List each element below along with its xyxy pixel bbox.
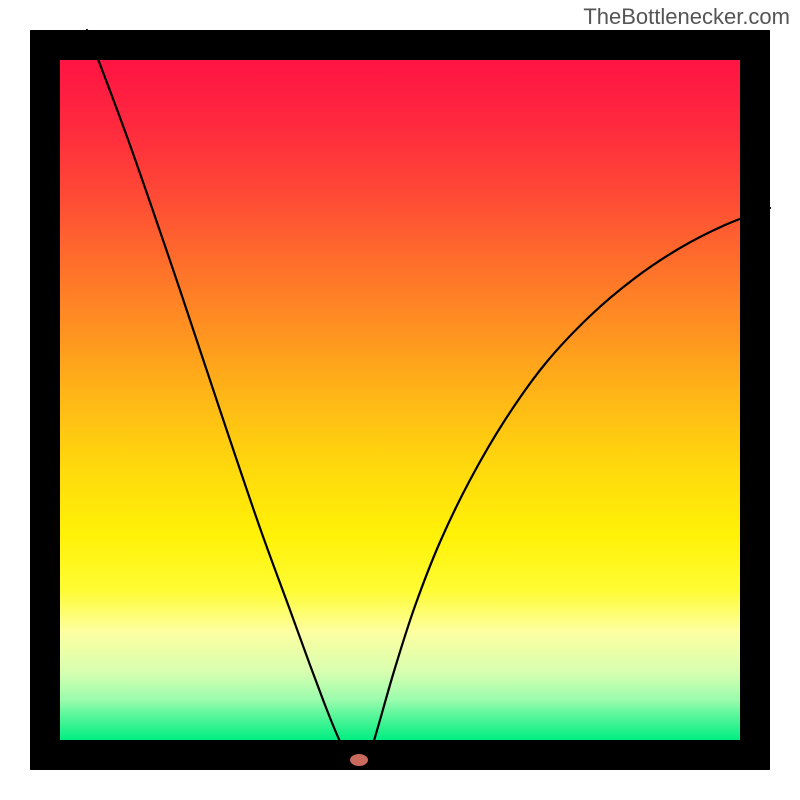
bottleneck-chart bbox=[0, 0, 800, 800]
optimal-point-marker bbox=[350, 754, 368, 766]
chart-container: TheBottlenecker.com bbox=[0, 0, 800, 800]
watermark-text: TheBottlenecker.com bbox=[583, 4, 790, 30]
plot-background bbox=[60, 60, 740, 740]
